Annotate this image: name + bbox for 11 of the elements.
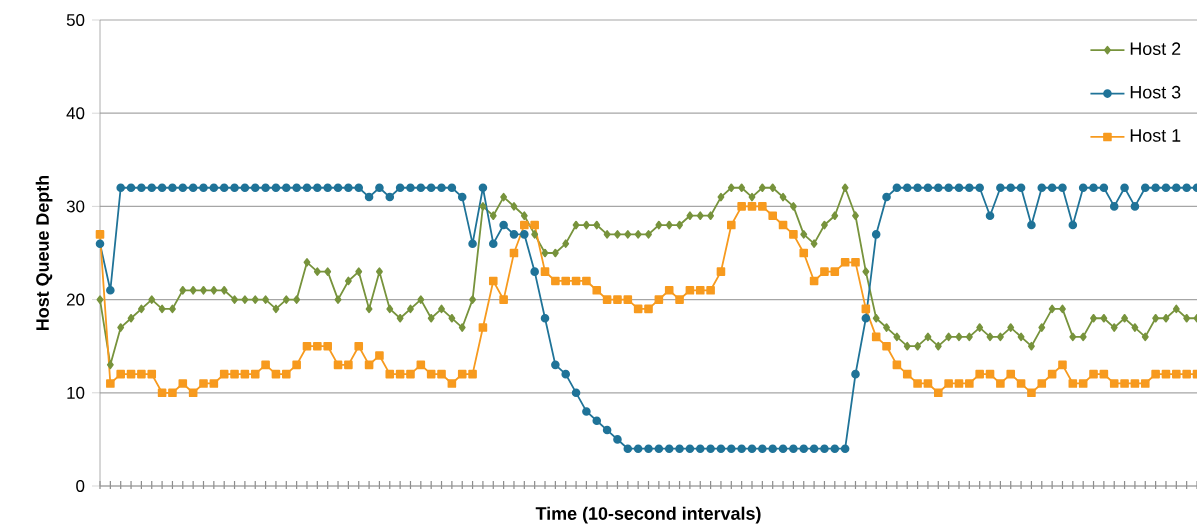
y-tick-label: 30 [66,200,85,213]
legend-label: Host 2 [1130,42,1181,56]
y-axis-title: Host Queue Depth [35,175,53,331]
y-tick-label: 20 [66,293,85,306]
legend-label: Host 1 [1130,129,1181,142]
y-tick-label: 0 [76,480,85,492]
legend-label: Host 3 [1130,85,1181,99]
y-tick-label: 40 [66,107,85,120]
x-axis-title: Time (10-second intervals) [535,506,761,524]
y-tick-label: 50 [66,14,85,26]
y-tick-label: 10 [67,386,85,399]
